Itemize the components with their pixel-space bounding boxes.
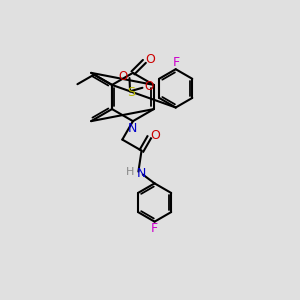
Text: N: N: [128, 122, 138, 135]
Text: N: N: [137, 167, 147, 180]
Text: O: O: [145, 53, 155, 66]
Text: O: O: [118, 70, 127, 83]
Text: O: O: [144, 80, 154, 93]
Text: F: F: [173, 56, 180, 69]
Text: F: F: [151, 222, 158, 235]
Text: S: S: [127, 86, 135, 99]
Text: O: O: [151, 129, 160, 142]
Text: H: H: [126, 167, 134, 177]
